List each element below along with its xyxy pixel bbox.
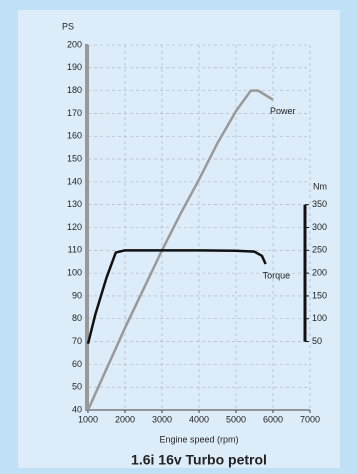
x-tick-label: 7000 [300,414,320,424]
x-tick-label: 6000 [263,414,283,424]
line [86,249,267,345]
y-tick-label: 160 [67,131,82,141]
legend-label: Power [270,106,296,116]
y-axis [85,45,89,410]
y-tick-label: 40 [72,404,82,414]
y-tick-label: 190 [67,62,82,72]
chart-title: 1.6i 16v Turbo petrol [131,452,267,468]
y-tick-label: 200 [67,39,82,49]
y-tick-label: 180 [67,85,82,95]
y2-tick-label: 300 [312,222,327,232]
panel [18,10,340,468]
y-tick-label: 90 [72,290,82,300]
legend-label: Torque [263,270,291,280]
y-tick-label: 100 [67,268,82,278]
y-tick-label: 70 [72,336,82,346]
x-tick-label: 5000 [226,414,246,424]
y-tick-label: 150 [67,153,82,163]
x-label: Engine speed (rpm) [159,434,238,444]
y2-tick-label: 200 [312,268,327,278]
x-tick-label: 4000 [189,414,209,424]
y-label: PS [62,21,74,31]
y2-tick-label: 350 [312,199,327,209]
y-tick-label: 130 [67,199,82,209]
y-tick-label: 120 [67,222,82,232]
x-tick-label: 2000 [115,414,135,424]
y2-tick-label: 50 [312,336,322,346]
y-tick-label: 170 [67,108,82,118]
y2-label: Nm [313,181,327,191]
y-tick-label: 60 [72,359,82,369]
y-tick-label: 50 [72,382,82,392]
line [86,89,274,411]
y2-tick-label: 100 [312,313,327,323]
x-tick-label: 1000 [78,414,98,424]
y-tick-label: 140 [67,176,82,186]
y2-tick-label: 250 [312,245,327,255]
y2-tick-label: 150 [312,290,327,300]
x-tick-label: 3000 [152,414,172,424]
y-tick-label: 110 [68,245,82,255]
y-tick-label: 80 [72,313,82,323]
